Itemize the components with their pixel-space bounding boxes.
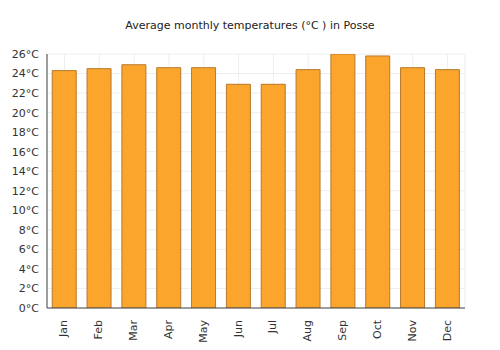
svg-text:10°C: 10°C (12, 204, 39, 217)
html-text:Average monthly temperatures (: Average monthly temperatures (°C ) in Po… (125, 19, 375, 32)
svg-text:18°C: 18°C (12, 126, 39, 139)
svg-text:Aug: Aug (301, 320, 314, 341)
svg-text:Jan: Jan (57, 320, 70, 338)
svg-text:2°C: 2°C (19, 282, 39, 295)
svg-text:12°C: 12°C (12, 185, 39, 198)
svg-text:26°C: 26°C (12, 48, 39, 61)
svg-text:0°C: 0°C (19, 302, 39, 315)
svg-text:16°C: 16°C (12, 146, 39, 159)
svg-text:6°C: 6°C (19, 243, 39, 256)
svg-text:Feb: Feb (92, 320, 105, 339)
svg-text:Mar: Mar (127, 320, 140, 341)
svg-text:Sep: Sep (336, 320, 349, 341)
svg-text:24°C: 24°C (12, 67, 39, 80)
svg-text:Jun: Jun (232, 320, 245, 338)
svg-text:8°C: 8°C (19, 224, 39, 237)
svg-text:Apr: Apr (162, 320, 175, 340)
svg-text:14°C: 14°C (12, 165, 39, 178)
svg-text:4°C: 4°C (19, 263, 39, 276)
svg-text:Nov: Nov (406, 320, 419, 342)
svg-text:May: May (197, 320, 210, 343)
svg-text:Dec: Dec (441, 320, 454, 341)
svg-text:Oct: Oct (371, 319, 384, 339)
svg-text:20°C: 20°C (12, 107, 39, 120)
svg-text:22°C: 22°C (12, 87, 39, 100)
svg-text:Jul: Jul (266, 320, 279, 334)
